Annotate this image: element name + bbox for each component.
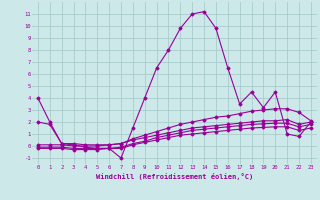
X-axis label: Windchill (Refroidissement éolien,°C): Windchill (Refroidissement éolien,°C) xyxy=(96,173,253,180)
